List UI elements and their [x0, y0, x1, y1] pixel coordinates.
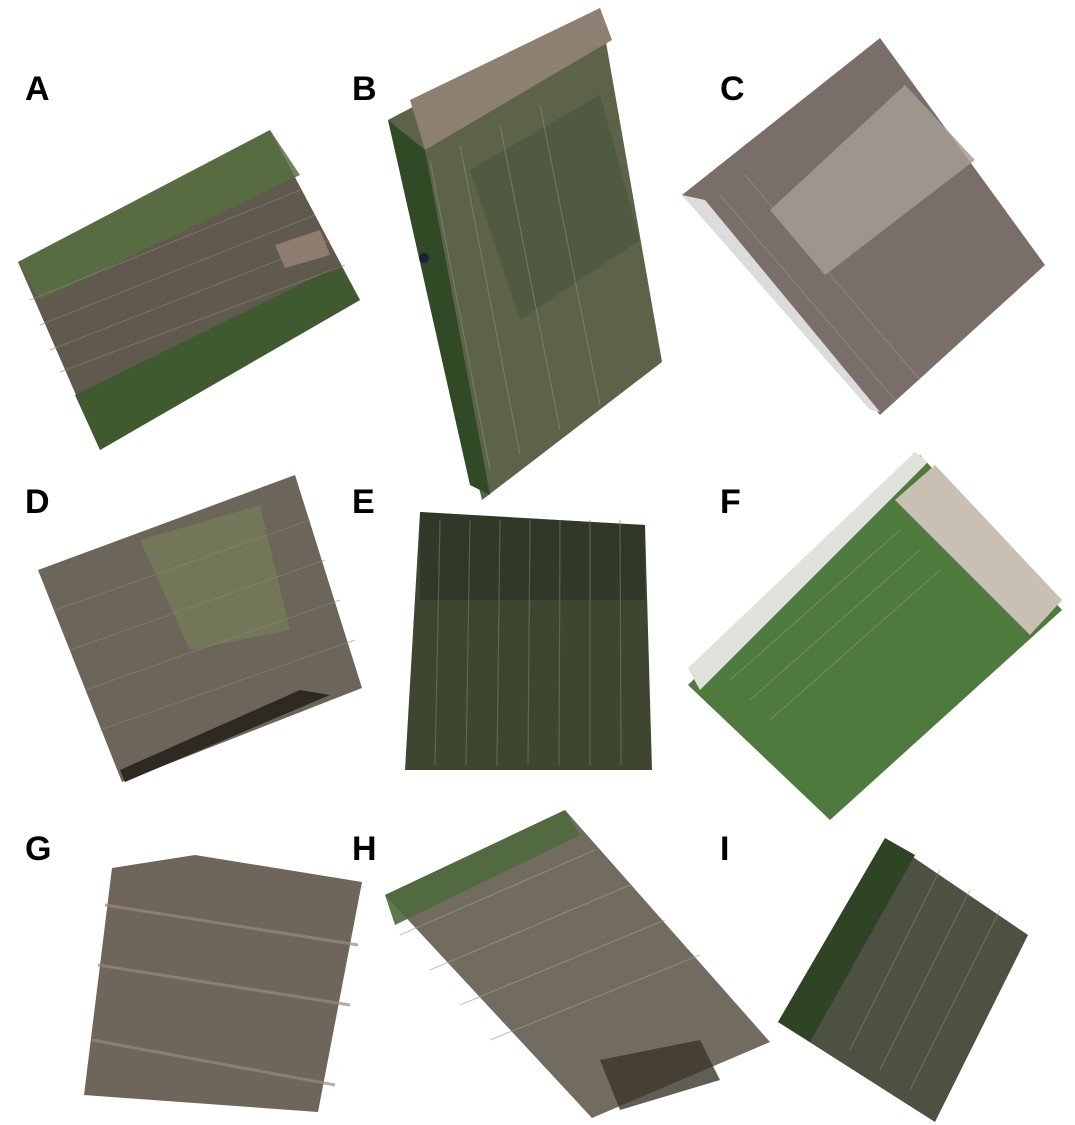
panel-label-b: B [352, 70, 377, 108]
panel-label-g: G [25, 830, 52, 868]
panel-label-h: H [352, 830, 377, 868]
panel-label-f: F [720, 483, 741, 521]
panel-label-d: D [25, 483, 50, 521]
panel-label-e: E [352, 483, 375, 521]
panel-label-a: A [25, 70, 50, 108]
panel-label-i: I [720, 830, 730, 868]
panel-label-c: C [720, 70, 745, 108]
